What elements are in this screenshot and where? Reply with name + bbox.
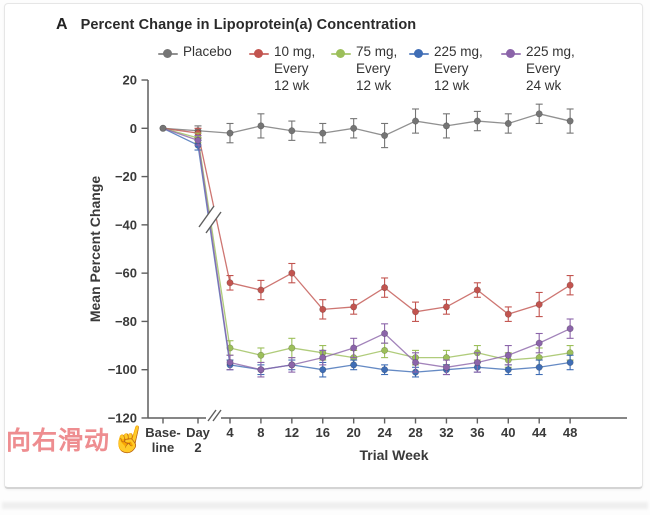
svg-text:8: 8 [257, 425, 264, 440]
chart-card [4, 3, 643, 489]
chart-title: Percent Change in Lipoprotein(a) Concent… [80, 17, 417, 33]
svg-text:32: 32 [439, 425, 453, 440]
svg-text:24: 24 [377, 425, 392, 440]
swipe-right-text: 向右滑动 [6, 427, 111, 455]
legend-marker-225mg-q12-icon [409, 47, 429, 61]
chart-header: A Percent Change in Lipoprotein(a) Conce… [56, 16, 416, 34]
svg-text:−80: −80 [115, 314, 137, 329]
legend-label-placebo: Placebo [183, 44, 232, 59]
svg-text:Day: Day [186, 425, 211, 440]
legend-item-225mg-q24: 225 mg, Every 24 wk [501, 44, 575, 95]
svg-text:line: line [152, 440, 174, 455]
svg-text:44: 44 [532, 425, 547, 440]
legend-marker-placebo-icon [158, 47, 178, 61]
pointing-finger-icon: ☝ [109, 419, 150, 458]
legend-item-75mg-q12: 75 mg, Every 12 wk [331, 44, 397, 95]
panel-label: A [56, 16, 68, 33]
svg-text:−60: −60 [115, 266, 137, 281]
svg-text:4: 4 [226, 425, 234, 440]
svg-text:12: 12 [285, 425, 299, 440]
legend-marker-225mg-q24-icon [501, 47, 521, 61]
svg-text:−120: −120 [108, 410, 137, 425]
svg-text:48: 48 [563, 425, 577, 440]
svg-text:28: 28 [408, 425, 422, 440]
svg-text:16: 16 [316, 425, 330, 440]
swipe-right-hint[interactable]: 向右滑动 ☝ [6, 419, 150, 458]
legend-item-225mg-q12: 225 mg, Every 12 wk [409, 44, 483, 95]
legend-label-10mg: 10 mg, Every 12 wk [274, 44, 316, 93]
svg-text:36: 36 [470, 425, 484, 440]
legend-item-placebo: Placebo [158, 44, 232, 61]
svg-text:20: 20 [346, 425, 360, 440]
legend-label-225mg-q24: 225 mg, Every 24 wk [526, 44, 575, 93]
legend-marker-10mg-icon [249, 47, 269, 61]
svg-text:40: 40 [501, 425, 515, 440]
svg-text:20: 20 [123, 73, 137, 88]
svg-text:0: 0 [130, 121, 137, 136]
legend-item-10mg-q12: 10 mg, Every 12 wk [249, 44, 315, 95]
cropped-content-strip [2, 502, 648, 509]
svg-text:−100: −100 [108, 362, 137, 377]
svg-text:Base-: Base- [145, 425, 180, 440]
svg-text:Trial Week: Trial Week [359, 447, 428, 463]
legend-label-225mg-q12: 225 mg, Every 12 wk [434, 44, 483, 93]
svg-text:−20: −20 [115, 169, 137, 184]
legend-marker-75mg-icon [331, 47, 351, 61]
legend-label-75mg: 75 mg, Every 12 wk [356, 44, 398, 93]
svg-text:2: 2 [194, 440, 201, 455]
svg-text:Mean Percent Change: Mean Percent Change [87, 176, 103, 322]
svg-text:−40: −40 [115, 217, 137, 232]
